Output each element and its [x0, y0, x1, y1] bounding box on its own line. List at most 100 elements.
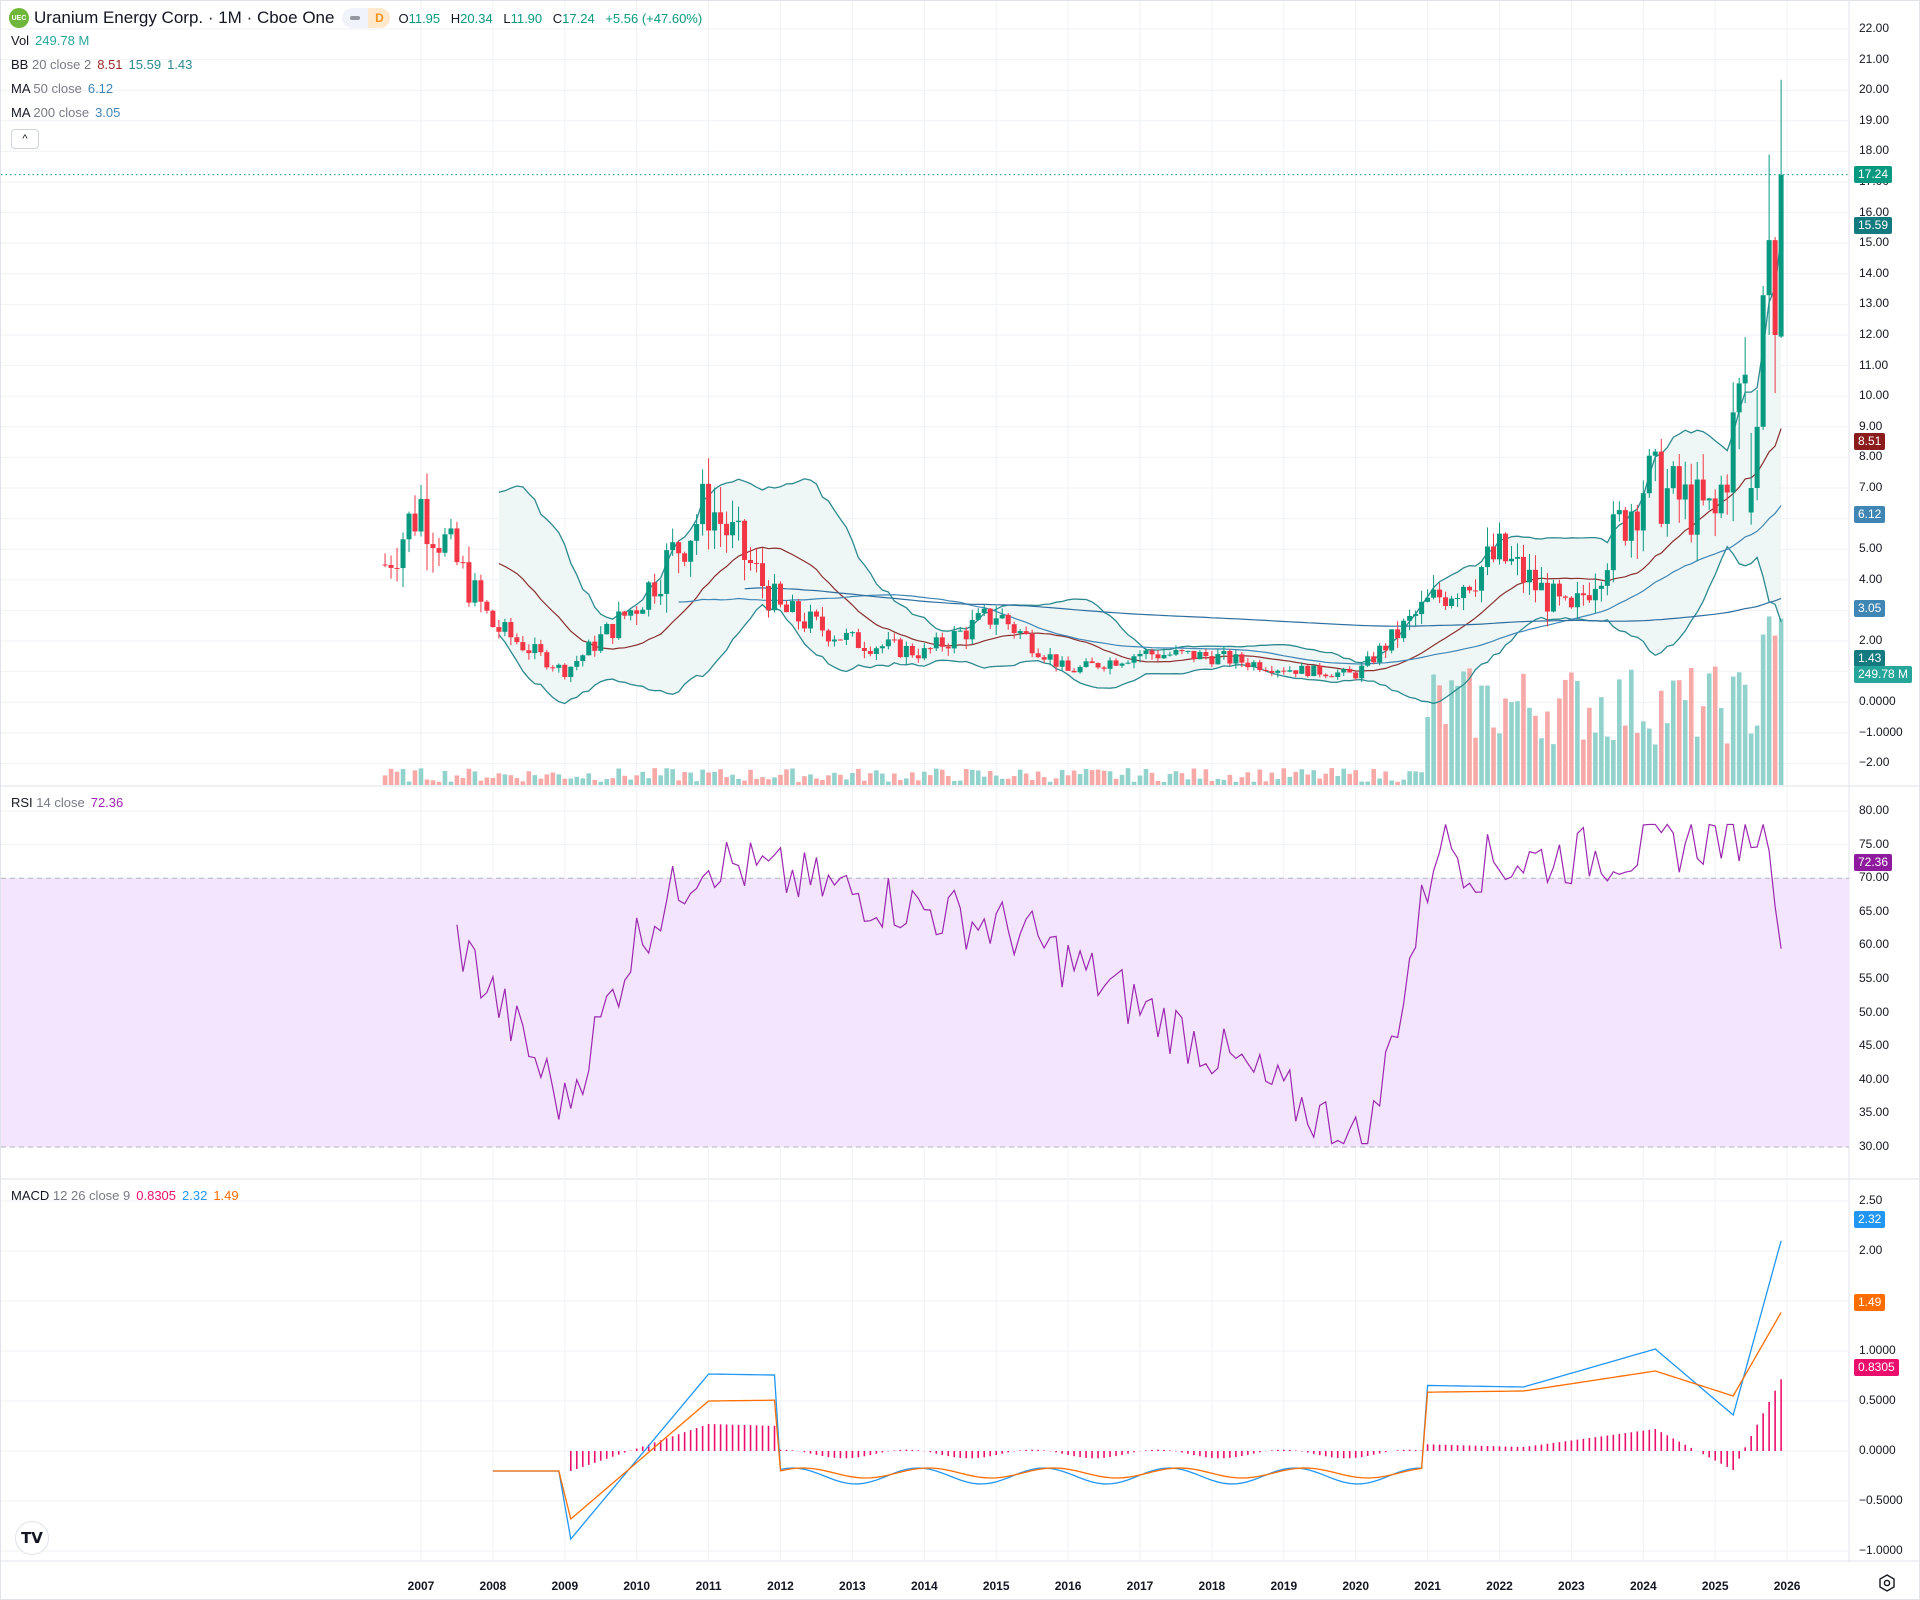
macd-signal-value: 1.49 [213, 1188, 239, 1203]
close-label: C [552, 10, 563, 26]
ma50-legend-params: 50 close [33, 81, 82, 96]
candles [382, 79, 1784, 683]
high-label: H [450, 10, 461, 26]
market-status-badge[interactable]: D [342, 8, 391, 28]
delayed-data-badge[interactable]: D [368, 8, 391, 28]
year-label: 2007 [407, 1579, 435, 1593]
ma200-legend-name: MA [11, 105, 30, 120]
rsi-axis-label: 70.00 [1859, 870, 1890, 885]
rsi-axis-label: 30.00 [1859, 1139, 1890, 1153]
volume-legend-value: 249.78 M [35, 33, 90, 48]
year-label: 2022 [1486, 1579, 1513, 1593]
rsi-value-tag: 72.36 [1854, 853, 1893, 871]
year-label: 2009 [551, 1579, 579, 1593]
ma200-legend[interactable]: MA 200 close 3.05 [11, 104, 120, 122]
ma50-legend-name: MA [11, 81, 30, 96]
price-axis-label: 19.00 [1859, 112, 1890, 127]
ma50-legend[interactable]: MA 50 close 6.12 [11, 80, 113, 98]
price-axis-label: 4.00 [1859, 571, 1883, 586]
ma200-line [744, 587, 1782, 627]
collapse-legend-button[interactable]: ^ [11, 129, 39, 149]
year-label: 2012 [767, 1579, 794, 1593]
low-value: 11.90 [510, 10, 543, 26]
rsi-line [456, 823, 1782, 1145]
macd-axis-label: −0.5000 [1859, 1493, 1903, 1507]
year-label: 2014 [910, 1579, 938, 1593]
tradingview-logo-icon[interactable]: TV [15, 1521, 49, 1555]
symbol-header: UEC Uranium Energy Corp. · 1M · Cboe One… [9, 7, 709, 29]
chevron-up-icon: ^ [22, 133, 28, 145]
macd-value-tag: 0.8305 [1854, 1359, 1899, 1377]
high-value: 20.34 [460, 10, 493, 26]
macd-axis-label: −1.0000 [1859, 1543, 1903, 1557]
rsi-legend[interactable]: RSI 14 close 72.36 [11, 794, 123, 812]
price-axis-label: −1.0000 [1859, 724, 1903, 739]
price-axis-label: 16.00 [1859, 204, 1890, 219]
price-axis-label: 0.0000 [1859, 694, 1896, 709]
price-axis-label: 8.00 [1859, 449, 1883, 464]
market-closed-icon [342, 8, 368, 28]
price-axis-label: 2.00 [1859, 633, 1883, 647]
macd-value-tag: 1.49 [1854, 1293, 1886, 1311]
change-value: +5.56 (+47.60%) [605, 10, 703, 26]
price-axis-label: 20.00 [1859, 82, 1890, 97]
rsi-axis-label: 55.00 [1859, 971, 1890, 985]
year-label: 2008 [479, 1579, 507, 1593]
volume-legend-name: Vol [11, 33, 30, 48]
year-label: 2010 [623, 1579, 651, 1593]
price-axis-label: 15.00 [1859, 235, 1890, 250]
price-axis-label: 9.00 [1859, 418, 1883, 433]
price-axis-label: 7.00 [1859, 480, 1883, 494]
year-label: 2013 [839, 1579, 866, 1593]
bollinger-legend[interactable]: BB 20 close 2 8.51 15.59 1.43 [11, 56, 192, 74]
volume-bars [382, 616, 1784, 785]
chart-settings-icon[interactable] [1877, 1573, 1897, 1593]
price-axis-label: 10.00 [1859, 388, 1890, 403]
price-axis-label: −2.00 [1859, 755, 1890, 770]
macd-line [492, 1240, 1782, 1541]
macd-legend-name: MACD [11, 1188, 50, 1203]
year-label: 2026 [1773, 1579, 1801, 1593]
macd-axis-label: 0.0000 [1859, 1443, 1896, 1457]
macd-axis-label: 2.50 [1859, 1193, 1883, 1207]
year-label: 2019 [1270, 1579, 1298, 1593]
price-axis-label: 13.00 [1859, 296, 1890, 311]
macd-axis-label: 1.0000 [1859, 1343, 1896, 1357]
price-tag: 249.78 M [1854, 666, 1913, 684]
bb-basis-value: 8.51 [97, 57, 123, 72]
bb-lower-value: 1.43 [167, 57, 193, 72]
bb-legend-params: 20 close 2 [31, 57, 92, 72]
bb-lower-line [498, 545, 1782, 705]
year-label: 2018 [1198, 1579, 1226, 1593]
macd-legend[interactable]: MACD 12 26 close 9 0.8305 2.32 1.49 [11, 1187, 239, 1205]
macd-histogram-value: 0.8305 [136, 1188, 177, 1203]
rsi-legend-name: RSI [11, 795, 33, 810]
price-tag: 3.05 [1854, 600, 1886, 618]
price-axis-label: 18.00 [1859, 143, 1890, 158]
rsi-axis-label: 65.00 [1859, 903, 1890, 918]
rsi-axis-label: 40.00 [1859, 1071, 1890, 1086]
rsi-axis-label: 80.00 [1859, 803, 1890, 817]
year-label: 2016 [1054, 1579, 1082, 1593]
year-label: 2024 [1629, 1579, 1657, 1593]
macd-value-tag: 2.32 [1854, 1210, 1886, 1228]
bb-upper-line [498, 235, 1782, 664]
price-axis-label: 5.00 [1859, 541, 1883, 556]
low-label: L [503, 10, 511, 26]
year-label: 2025 [1701, 1579, 1729, 1593]
volume-legend[interactable]: Vol 249.78 M [11, 32, 89, 50]
open-value: 11.95 [408, 10, 441, 26]
macd-histogram [569, 1379, 1782, 1471]
symbol-title[interactable]: Uranium Energy Corp. · 1M · Cboe One [34, 8, 335, 27]
year-label: 2023 [1558, 1579, 1585, 1593]
price-axis-label: 12.00 [1859, 327, 1890, 341]
year-label: 2017 [1126, 1579, 1154, 1593]
ma50-value: 6.12 [87, 81, 114, 96]
price-tag: 15.59 [1854, 216, 1893, 234]
price-axis-label: 22.00 [1859, 21, 1890, 35]
close-value: 17.24 [562, 10, 595, 26]
rsi-axis-label: 35.00 [1859, 1105, 1890, 1120]
rsi-axis-label: 75.00 [1859, 836, 1890, 851]
